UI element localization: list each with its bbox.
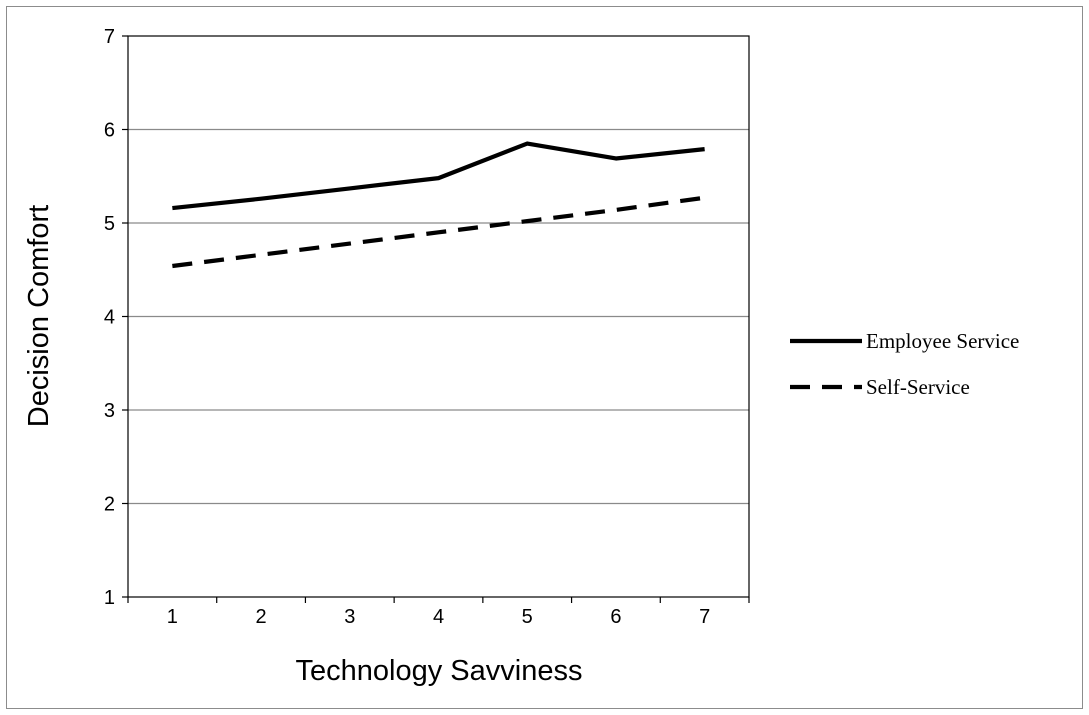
x-tick-label: 1 xyxy=(167,606,178,628)
y-tick-label: 2 xyxy=(104,494,115,516)
legend-label-0: Employee Service xyxy=(866,329,1019,353)
y-tick-label: 4 xyxy=(104,307,115,329)
x-tick-label: 6 xyxy=(610,606,621,628)
series-line-1 xyxy=(172,195,705,269)
y-tick-label: 3 xyxy=(104,400,115,422)
y-tick-label: 6 xyxy=(104,120,115,142)
grid-lines xyxy=(128,128,749,505)
series-lines xyxy=(172,141,705,269)
chart-frame xyxy=(6,6,1083,709)
x-axis-ticks: 1 2 3 4 5 6 7 xyxy=(127,597,750,628)
legend: Employee Service Self-Service xyxy=(790,329,1019,399)
x-tick-label: 4 xyxy=(433,606,444,628)
x-tick-label: 2 xyxy=(256,606,267,628)
y-axis-ticks: 1 2 3 4 5 6 7 xyxy=(104,26,128,609)
x-axis-title: Technology Savviness xyxy=(296,655,583,687)
y-axis-title: Decision Comfort xyxy=(23,205,55,427)
y-tick-label: 7 xyxy=(104,26,115,48)
x-tick-label: 7 xyxy=(699,606,710,628)
legend-label-1: Self-Service xyxy=(866,375,970,399)
series-line-0 xyxy=(172,141,705,211)
y-tick-label: 5 xyxy=(104,213,115,235)
y-tick-label: 1 xyxy=(104,587,115,609)
x-tick-label: 5 xyxy=(522,606,533,628)
x-tick-label: 3 xyxy=(344,606,355,628)
